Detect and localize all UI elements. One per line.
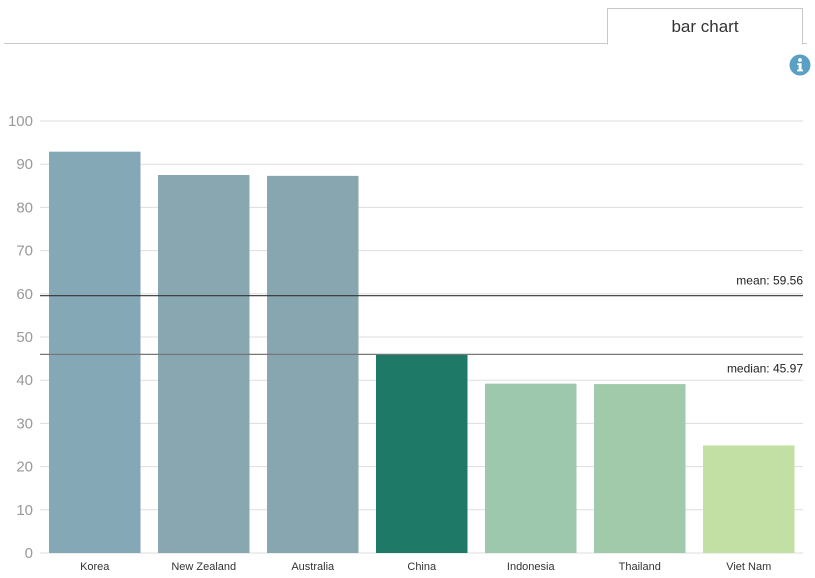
tab-bar-chart[interactable]: bar chart — [607, 8, 803, 45]
reference-line-label: mean: 59.56 — [736, 274, 803, 288]
y-tick-label: 90 — [16, 156, 33, 173]
bar — [49, 151, 141, 553]
x-tick-label: Thailand — [619, 561, 661, 573]
tab-bar: bar chart — [4, 8, 811, 45]
bar — [267, 175, 359, 553]
y-tick-label: 60 — [16, 286, 33, 303]
bar — [158, 175, 250, 553]
bar — [376, 354, 468, 553]
x-tick-label: Viet Nam — [726, 561, 771, 573]
y-tick-label: 50 — [16, 329, 33, 346]
x-tick-label: Australia — [291, 561, 335, 573]
y-tick-label: 40 — [16, 372, 33, 389]
y-tick-label: 30 — [16, 415, 33, 432]
tab-bar-divider — [4, 43, 807, 44]
y-tick-label: 80 — [16, 199, 33, 216]
y-tick-label: 10 — [16, 502, 33, 519]
x-tick-label: China — [407, 561, 437, 573]
bar — [485, 383, 577, 553]
x-tick-label: Korea — [80, 561, 110, 573]
x-tick-label: New Zealand — [171, 561, 236, 573]
y-tick-label: 0 — [25, 545, 33, 562]
bar — [703, 445, 795, 553]
reference-line-label: median: 45.97 — [727, 361, 803, 375]
y-tick-label: 70 — [16, 243, 33, 260]
bar — [594, 384, 686, 553]
y-tick-label: 100 — [8, 113, 33, 130]
x-tick-label: Indonesia — [507, 561, 556, 573]
info-icon[interactable] — [789, 54, 811, 76]
y-tick-label: 20 — [16, 459, 33, 476]
